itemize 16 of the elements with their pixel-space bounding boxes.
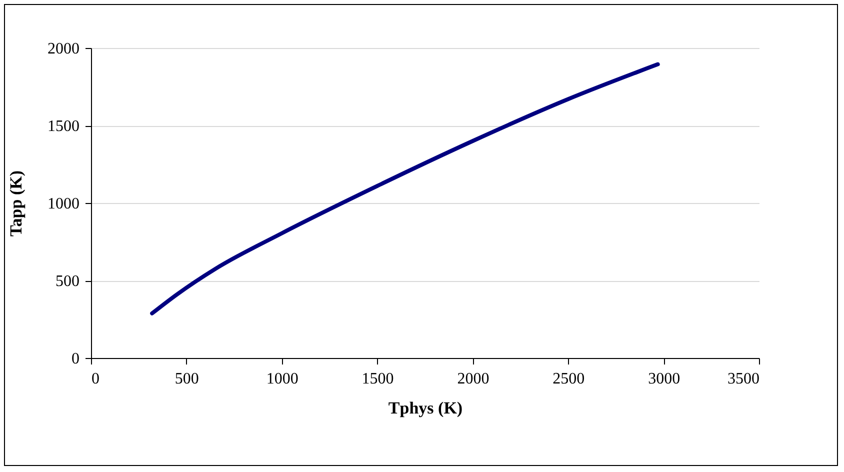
y-tick-label: 500 <box>56 273 80 290</box>
x-tick-label: 3000 <box>648 370 680 388</box>
y-tick-label: 0 <box>72 350 80 368</box>
x-axis-title: Tphys (K) <box>388 398 463 418</box>
line-series <box>150 62 660 316</box>
x-tick-label: 2000 <box>457 370 490 388</box>
x-tick-label: 500 <box>174 370 199 388</box>
x-tick-label: 1500 <box>362 370 394 388</box>
x-tick-label: 2500 <box>552 370 585 388</box>
y-tick-label: 1500 <box>48 118 80 135</box>
x-tick-label: 1000 <box>266 370 298 388</box>
y-tick-label: 2000 <box>48 40 80 58</box>
y-tick-label: 1000 <box>48 196 80 212</box>
x-tick-label: 0 <box>92 370 100 388</box>
x-tick-label: 3500 <box>728 370 760 388</box>
y-axis-title: Tapp (K) <box>6 170 26 236</box>
